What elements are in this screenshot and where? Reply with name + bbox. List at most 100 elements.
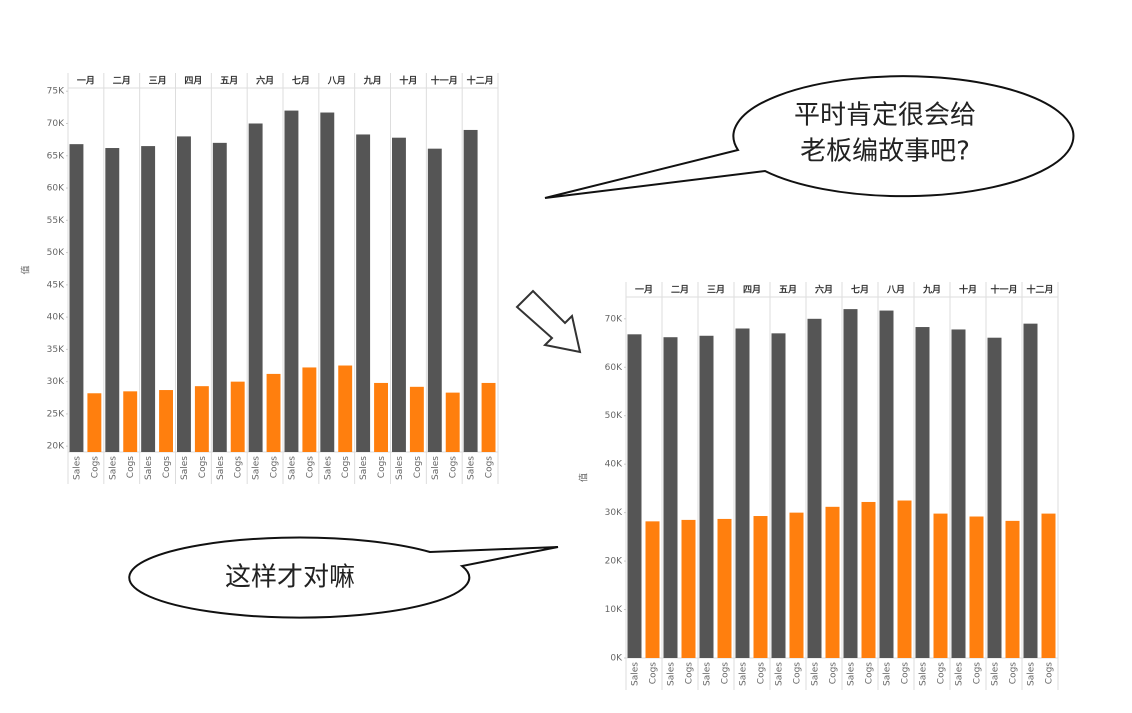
series-label: Cogs [829, 662, 839, 685]
y-tick-label: 60K [47, 184, 65, 194]
bar [320, 112, 335, 452]
series-label: Cogs [234, 456, 244, 479]
series-label: Sales [431, 456, 441, 480]
series-label: Cogs [937, 662, 947, 685]
series-label: Cogs [757, 662, 767, 685]
month-header: 八月 [886, 285, 905, 296]
series-label: Sales [775, 662, 785, 686]
y-tick-label: 50K [47, 248, 65, 258]
bar [681, 519, 696, 658]
month-header: 十二月 [467, 75, 494, 87]
month-header: 五月 [220, 76, 238, 87]
month-header: 八月 [327, 76, 346, 87]
bar [771, 333, 786, 658]
y-tick-label: 70K [47, 119, 65, 129]
month-header: 四月 [743, 285, 761, 296]
bar [717, 518, 732, 658]
speech-bubble [544, 75, 1075, 199]
y-tick-label: 50K [605, 411, 623, 421]
bar [825, 506, 840, 658]
bar [374, 382, 388, 452]
bar [159, 390, 173, 452]
callout-text: 老板编故事吧? [800, 137, 970, 167]
bar [230, 381, 245, 452]
bar [123, 391, 138, 452]
series-label: Cogs [649, 662, 659, 685]
series-label: Sales [811, 662, 821, 686]
y-tick-label: 60K [605, 363, 623, 373]
series-label: Sales [919, 662, 929, 686]
bar [177, 136, 191, 453]
bar [735, 328, 750, 658]
arrow [515, 289, 582, 354]
bar [338, 365, 353, 452]
y-tick-label: 30K [47, 377, 65, 387]
bar [463, 129, 478, 452]
month-header: 十一月 [431, 75, 458, 87]
series-label: Sales [667, 662, 677, 686]
y-tick-label: 75K [47, 87, 65, 97]
series-label: Cogs [305, 456, 315, 479]
month-header: 二月 [671, 285, 689, 296]
y-tick-label: 70K [605, 314, 623, 324]
y-tick-label: 45K [47, 280, 65, 290]
y-axis-label: 值 [578, 473, 590, 482]
y-tick-label: 10K [605, 605, 623, 615]
bar [879, 310, 894, 658]
series-label: Cogs [413, 456, 423, 479]
series-label: Cogs [162, 456, 172, 479]
bar [1005, 520, 1020, 658]
bar [409, 386, 424, 452]
bar [212, 142, 227, 452]
series-label: Sales [991, 662, 1001, 686]
series-label: Cogs [485, 456, 495, 479]
bar [69, 144, 84, 453]
series-label: Cogs [270, 456, 280, 479]
month-header: 一月 [635, 285, 653, 296]
bar [1023, 323, 1038, 658]
series-label: Sales [287, 456, 297, 480]
bar [248, 123, 263, 452]
y-tick-label: 40K [605, 460, 623, 470]
series-label: Sales [703, 662, 713, 686]
bar [627, 334, 642, 658]
bar [427, 148, 442, 452]
bar [445, 392, 460, 452]
bar [105, 148, 120, 452]
bar [807, 318, 822, 658]
month-header: 六月 [256, 75, 274, 87]
y-tick-label: 25K [47, 409, 65, 419]
month-header: 五月 [779, 285, 797, 296]
series-label: Cogs [793, 662, 803, 685]
series-label: Cogs [901, 662, 911, 685]
series-label: Sales [1027, 662, 1037, 686]
y-tick-label: 20K [47, 442, 65, 452]
y-tick-label: 35K [47, 345, 65, 355]
bar [141, 146, 156, 452]
month-header: 十月 [399, 75, 417, 87]
series-label: Cogs [685, 662, 695, 685]
series-label: Cogs [973, 662, 983, 685]
y-tick-label: 40K [47, 313, 65, 323]
series-label: Cogs [90, 456, 100, 479]
bar [645, 521, 660, 658]
series-label: Sales [739, 662, 749, 686]
bar [302, 367, 317, 452]
series-label: Cogs [865, 662, 875, 685]
bar [87, 393, 102, 452]
series-label: Sales [216, 456, 226, 480]
series-label: Sales [359, 456, 369, 480]
bar [194, 386, 209, 452]
series-label: Sales [72, 456, 82, 480]
bar [915, 327, 930, 658]
series-label: Cogs [1009, 662, 1019, 685]
month-header: 二月 [113, 76, 131, 87]
series-label: Sales [395, 456, 405, 480]
y-tick-label: 55K [47, 216, 65, 226]
y-axis-label: 值 [20, 265, 32, 274]
bar [987, 337, 1002, 658]
bar [861, 501, 876, 658]
series-label: Sales [955, 662, 965, 686]
bar [284, 110, 299, 452]
series-label: Sales [467, 456, 477, 480]
